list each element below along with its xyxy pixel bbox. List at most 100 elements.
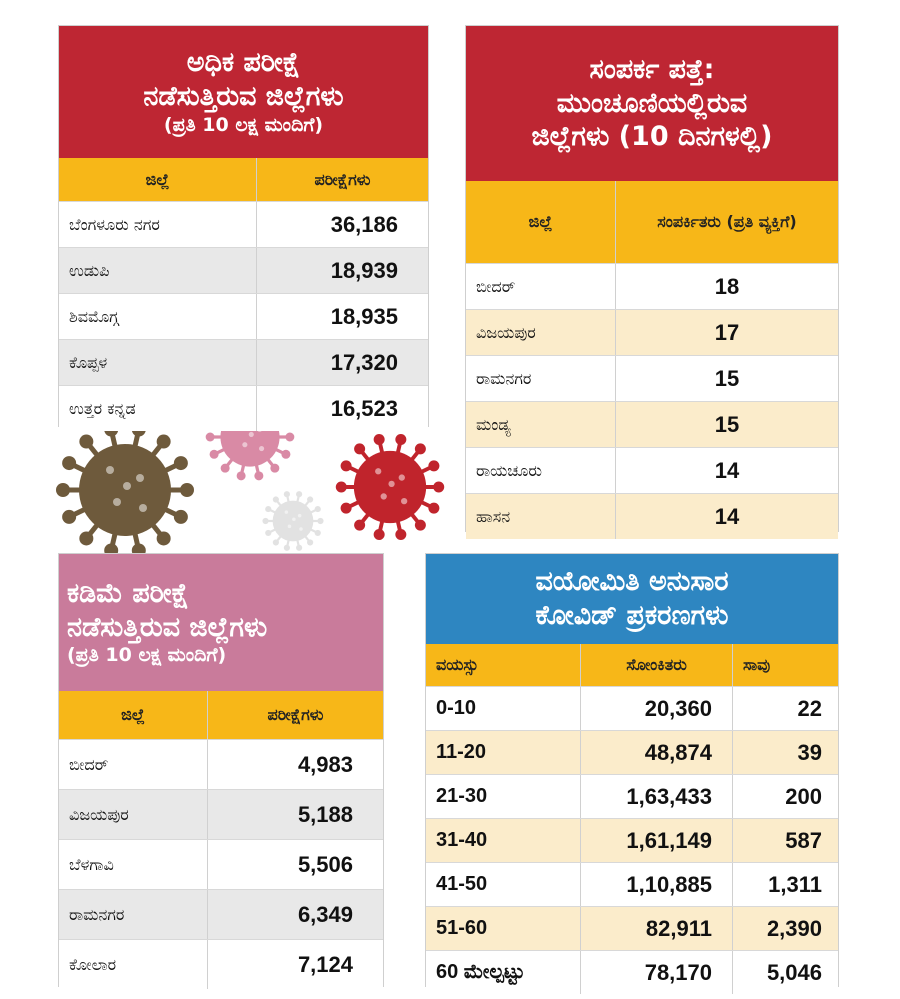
table-header: ಜಿಲ್ಲೆ ಪರೀಕ್ಷೆಗಳು	[59, 691, 383, 739]
virus-spot	[136, 474, 144, 482]
infected-value: 1,61,149	[581, 819, 733, 862]
deaths-value: 200	[785, 783, 822, 809]
virus-spot	[106, 466, 114, 474]
virus-spike-tip	[173, 456, 188, 471]
high-testing-districts-table: ಅಧಿಕ ಪರೀಕ್ಷೆ ನಡೆಸುತ್ತಿರುವ ಜಿಲ್ಲೆಗಳು (ಪ್ರ…	[58, 25, 429, 431]
virus-illustration-grey	[262, 491, 324, 551]
column-header-district: ಜಿಲ್ಲೆ	[59, 158, 257, 201]
virus-spike-tip	[314, 529, 321, 537]
table-row: 51-60 82,911 2,390	[426, 906, 838, 950]
virus-spot	[139, 504, 147, 512]
virus-spike-tip	[414, 519, 426, 531]
deaths-value: 2,390	[766, 915, 822, 941]
column-header-contacts: ಸಂಪರ್ಕಿತರು (ಪ್ರತಿ ವ್ಯಕ್ತಿಗೆ)	[657, 212, 797, 231]
district-name: ರಾಮನಗರ	[59, 890, 208, 939]
virus-spike-tip	[272, 496, 279, 503]
virus-spike-tip	[414, 443, 426, 455]
district-name: ಉಡುಪಿ	[59, 248, 257, 293]
virus-spot	[401, 498, 408, 505]
district-name: ಹಾಸನ	[466, 494, 616, 539]
age-group: 11-20	[426, 731, 581, 774]
tests-value: 36,186	[330, 211, 398, 237]
table-row: 41-50 1,10,885 1,311	[426, 862, 838, 906]
table-row: ರಾಯಚೂರು 14	[466, 447, 838, 493]
infected-value: 48,874	[581, 731, 733, 774]
district-name: ಉತ್ತರ ಕನ್ನಡ	[59, 386, 257, 431]
column-header-district: ಜಿಲ್ಲೆ	[59, 691, 208, 739]
virus-body	[79, 444, 171, 536]
virus-spike-tip	[307, 496, 314, 503]
tests-value: 17,320	[330, 349, 398, 375]
table-row: 60 ಮೇಲ್ಪಟ್ಟು 78,170 5,046	[426, 950, 838, 994]
virus-spike-tip	[335, 481, 347, 493]
table-row: ಉಡುಪಿ 18,939	[59, 247, 428, 293]
contacts-value: 14	[714, 457, 740, 483]
virus-spike-tip	[281, 449, 291, 459]
table-header: ಜಿಲ್ಲೆ ಸಂಪರ್ಕಿತರು (ಪ್ರತಿ ವ್ಯಕ್ತಿಗೆ)	[466, 181, 838, 263]
virus-spike-tip	[373, 528, 385, 540]
contacts-value: 17	[714, 319, 740, 345]
virus-spike-tip	[254, 471, 264, 481]
table-row: ಮಂಡ್ಯ 15	[466, 401, 838, 447]
virus-spike-tip	[354, 519, 366, 531]
age-group: 51-60	[426, 907, 581, 950]
table-row: ಕೊಪ್ಪಳ 17,320	[59, 339, 428, 385]
virus-spike-tip	[340, 502, 352, 514]
tests-value: 5,506	[297, 851, 353, 877]
table-row: 11-20 48,874 39	[426, 730, 838, 774]
virus-spike-tip	[62, 456, 77, 471]
contacts-value: 14	[714, 503, 740, 529]
district-name: ಕೋಲಾರ	[59, 940, 208, 989]
virus-spot	[259, 446, 265, 452]
virus-spike-tip	[79, 434, 94, 449]
column-header-district: ಜಿಲ್ಲೆ	[466, 181, 616, 263]
table-row: ವಿಜಯಪುರ 17	[466, 309, 838, 355]
virus-spike-tip	[395, 434, 407, 446]
virus-spike-tip	[56, 483, 70, 497]
virus-spike-tip	[285, 432, 295, 442]
district-name: ರಾಯಚೂರು	[466, 448, 616, 493]
tests-value: 5,188	[297, 801, 353, 827]
tests-value: 18,939	[330, 257, 398, 283]
table-row: ಬೀದರ್ 4,983	[59, 739, 383, 789]
column-header-tests: ಪರೀಕ್ಷೆಗಳು	[267, 705, 324, 724]
table-row: ಕೋಲಾರ 7,124	[59, 939, 383, 989]
virus-spike-tip	[156, 434, 171, 449]
deaths-value: 22	[797, 695, 822, 721]
virus-spike-tip	[173, 509, 188, 524]
virus-spike-tip	[428, 502, 440, 514]
table-row: ರಾಮನಗರ 15	[466, 355, 838, 401]
table-row: ರಾಮನಗರ 6,349	[59, 889, 383, 939]
contacts-value: 15	[714, 411, 740, 437]
virus-spot	[123, 482, 131, 490]
deaths-value: 5,046	[766, 959, 822, 985]
virus-spike-tip	[180, 483, 194, 497]
virus-spot	[299, 527, 303, 531]
virus-spike-tip	[314, 505, 321, 513]
deaths-value: 587	[785, 827, 822, 853]
table-row: 21-30 1,63,433 200	[426, 774, 838, 818]
virus-spike-tip	[265, 529, 272, 537]
virus-spike-tip	[296, 491, 303, 498]
virus-spike-tip	[373, 434, 385, 446]
district-name: ಮಂಡ್ಯ	[466, 402, 616, 447]
virus-spike-tip	[62, 509, 77, 524]
virus-spike-tip	[205, 432, 215, 442]
table-row: 0-10 20,360 22	[426, 686, 838, 730]
age-group: 21-30	[426, 775, 581, 818]
column-header-tests: ಪರೀಕ್ಷೆಗಳು	[314, 169, 371, 189]
virus-spot	[388, 480, 395, 487]
district-name: ವಿಜಯಪುರ	[59, 790, 208, 839]
column-header-age: ವಯಸ್ಸು	[426, 644, 581, 686]
table-header: ಜಿಲ್ಲೆ ಪರೀಕ್ಷೆಗಳು	[59, 158, 428, 201]
virus-spot	[284, 510, 289, 514]
district-name: ಬೀದರ್	[59, 740, 208, 789]
virus-spike-tip	[270, 463, 280, 473]
age-group: 31-40	[426, 819, 581, 862]
virus-spike-tip	[236, 471, 246, 481]
virus-spike-tip	[307, 539, 314, 546]
district-name: ಕೊಪ್ಪಳ	[59, 340, 257, 385]
table-header: ವಯಸ್ಸು ಸೋಂಕಿತರು ಸಾವು	[426, 644, 838, 686]
virus-spike-tip	[220, 463, 230, 473]
virus-illustration-red	[335, 434, 445, 540]
